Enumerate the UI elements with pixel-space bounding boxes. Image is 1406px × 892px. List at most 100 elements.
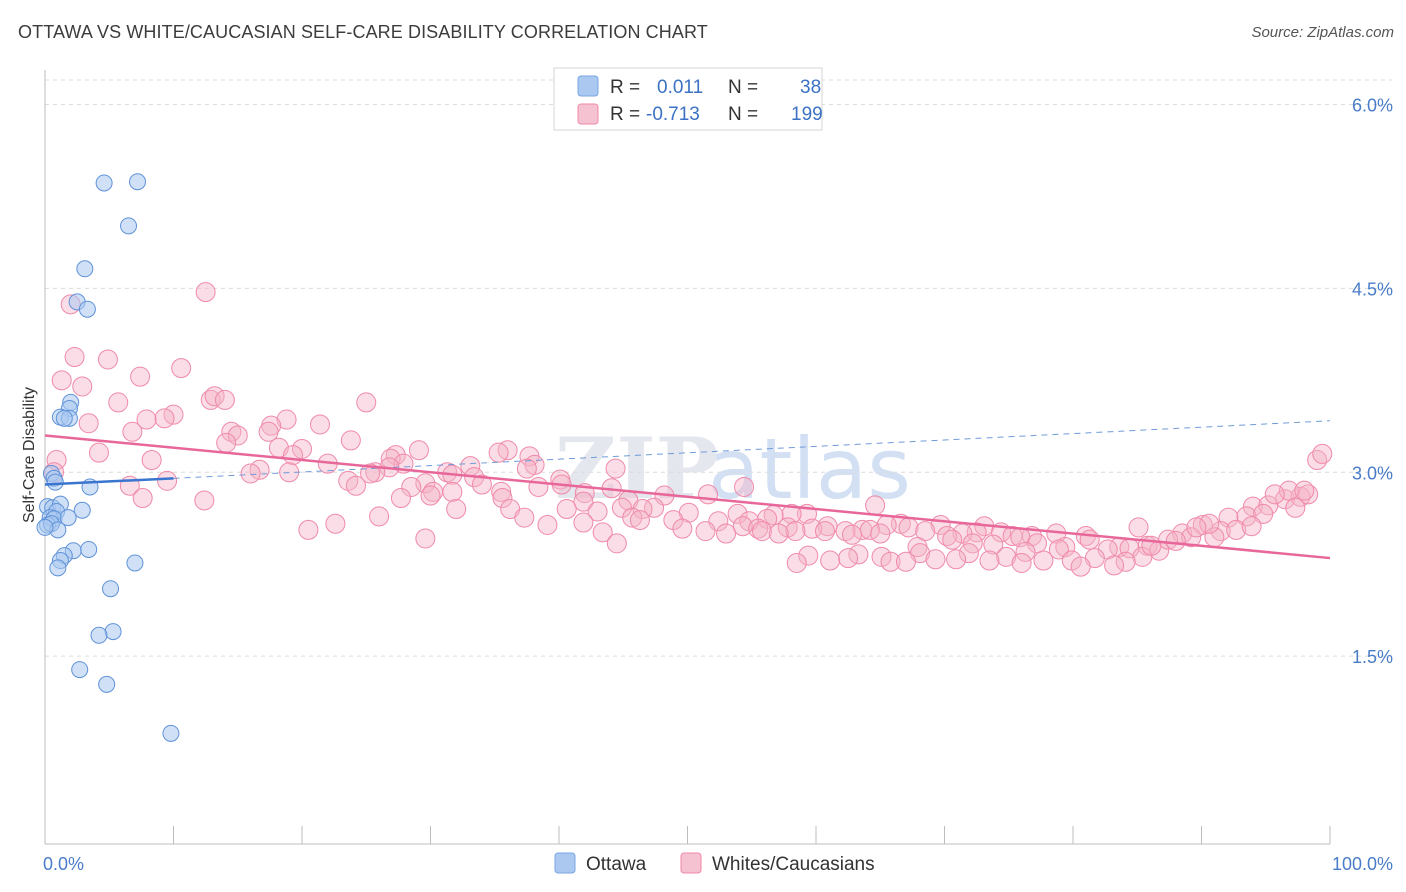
- whites-point: [171, 358, 192, 379]
- whites-point: [1312, 443, 1333, 464]
- legend-r-label-2: R =: [610, 104, 640, 125]
- y-tick-label: 6.0%: [1352, 96, 1393, 116]
- ottawa-point: [126, 554, 144, 572]
- bottom-legend-swatch-whites: [680, 852, 702, 874]
- whites-point: [748, 518, 769, 539]
- whites-point: [408, 440, 429, 461]
- whites-point: [798, 545, 819, 566]
- whites-point: [345, 475, 366, 496]
- whites-point: [672, 518, 693, 539]
- bottom-legend-label-whites: Whites/Caucasians: [712, 854, 875, 875]
- chart-title: OTTAWA VS WHITE/CAUCASIAN SELF-CARE DISA…: [18, 22, 708, 42]
- whites-point: [996, 546, 1017, 567]
- trend-lines: [44, 420, 1331, 560]
- whites-point: [622, 507, 643, 528]
- whites-point: [446, 499, 467, 520]
- whites-point: [1165, 530, 1186, 551]
- whites-point: [915, 521, 936, 542]
- whites-point: [221, 421, 242, 442]
- whites-point: [420, 485, 441, 506]
- whites-point: [979, 550, 1000, 571]
- whites-point: [573, 491, 594, 512]
- whites-point: [870, 523, 891, 544]
- legend-r-value-2: -0.713: [646, 104, 700, 125]
- ottawa-point: [78, 300, 96, 318]
- whites-point: [606, 533, 627, 554]
- correlation-legend: R = 0.011 N = 38 R = -0.713 N = 199: [553, 67, 823, 131]
- whites-point: [51, 370, 72, 391]
- whites-point: [325, 513, 346, 534]
- axes: [44, 70, 1331, 845]
- whites-point: [752, 521, 773, 542]
- ottawa-point: [36, 518, 54, 536]
- whites-point: [240, 463, 261, 484]
- whites-point: [814, 521, 835, 542]
- whites-point: [471, 474, 492, 495]
- source-label: Source: ZipAtlas.com: [1251, 24, 1394, 41]
- whites-point: [629, 510, 650, 531]
- ottawa-point: [90, 626, 108, 644]
- y-tick-labels: 1.5% 3.0% 4.5% 6.0%: [1352, 96, 1393, 668]
- whites-point: [88, 442, 109, 463]
- x-tick-label: 100.0%: [1332, 854, 1393, 874]
- whites-point: [768, 523, 789, 544]
- whites-point: [781, 503, 802, 524]
- whites-point: [1033, 550, 1054, 571]
- whites-point: [716, 523, 737, 544]
- whites-point: [734, 476, 755, 497]
- whites-point: [1048, 539, 1069, 560]
- whites-point: [820, 550, 841, 571]
- ottawa-trend-extension: [173, 420, 1331, 479]
- ottawa-point: [55, 409, 73, 427]
- legend-n-label-2: N =: [728, 104, 758, 125]
- whites-point: [727, 503, 748, 524]
- whites-point: [214, 389, 235, 410]
- whites-point: [785, 521, 806, 542]
- gridlines: [45, 79, 1392, 657]
- whites-point: [865, 495, 886, 516]
- whites-point: [841, 524, 862, 545]
- whites-point: [369, 506, 390, 527]
- whites-point: [958, 543, 979, 564]
- whites-point: [1199, 513, 1220, 534]
- y-tick-label: 4.5%: [1352, 279, 1393, 299]
- whites-point: [340, 430, 361, 451]
- whites-point: [695, 521, 716, 542]
- whites-point: [298, 519, 319, 540]
- legend-r-value-1: 0.011: [657, 77, 703, 98]
- whites-point: [415, 528, 436, 549]
- whites-point: [64, 347, 85, 368]
- whites-point: [966, 522, 987, 543]
- whites-point: [132, 488, 153, 508]
- ottawa-points: [36, 173, 180, 742]
- ottawa-point: [59, 509, 77, 527]
- whites-point: [1210, 521, 1231, 542]
- whites-point: [1070, 556, 1091, 577]
- whites-point: [200, 389, 221, 410]
- whites-point: [195, 282, 216, 303]
- whites-point: [491, 481, 512, 502]
- whites-point: [1241, 516, 1262, 537]
- whites-trend-line: [44, 434, 1331, 560]
- legend-r-label-1: R =: [610, 77, 640, 98]
- whites-point: [514, 507, 535, 528]
- bottom-legend-label-ottawa: Ottawa: [586, 854, 647, 875]
- ottawa-point: [104, 623, 122, 641]
- whites-point: [946, 549, 967, 570]
- whites-point: [556, 499, 577, 520]
- whites-point: [1186, 517, 1207, 538]
- whites-point: [72, 376, 93, 397]
- whites-point: [1264, 484, 1285, 505]
- whites-point: [848, 544, 869, 565]
- x-tick-label: 0.0%: [43, 854, 84, 874]
- whites-point: [537, 514, 558, 535]
- whites-point: [154, 408, 175, 429]
- whites-point: [1298, 484, 1319, 505]
- whites-point: [1285, 497, 1306, 518]
- whites-point: [204, 386, 225, 407]
- whites-point: [130, 366, 151, 387]
- whites-point: [698, 484, 719, 505]
- ottawa-trend-line: [44, 477, 174, 486]
- whites-point: [1294, 480, 1315, 501]
- whites-point: [108, 392, 129, 413]
